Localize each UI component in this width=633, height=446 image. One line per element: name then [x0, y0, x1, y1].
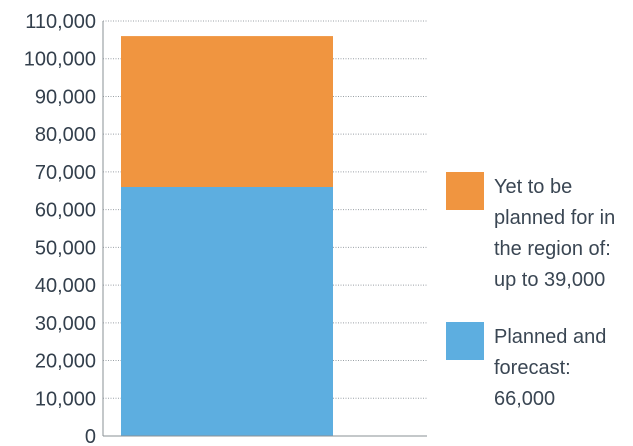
y-tick-label: 60,000	[35, 200, 96, 222]
y-tick-label: 100,000	[24, 49, 96, 71]
grid-lines	[103, 20, 427, 399]
bar-planned-and-forecast	[121, 187, 333, 436]
legend-label-yet-to-be-planned: Yet to be planned for in the region of: …	[494, 176, 616, 291]
legend-label-planned-and-forecast: Planned and forecast: 66,000	[494, 326, 607, 410]
y-tick-label: 20,000	[35, 351, 96, 373]
y-tick-label: 30,000	[35, 313, 96, 335]
y-tick-label: 10,000	[35, 388, 96, 410]
y-axis: 0 10,000 20,000 30,000 40,000 50,000 60,000 70,…	[24, 11, 427, 446]
legend-swatch-yet-to-be-planned	[446, 172, 484, 210]
bar-yet-to-be-planned	[121, 36, 333, 187]
y-tick-label: 70,000	[35, 162, 96, 184]
legend-swatch-planned-and-forecast	[446, 322, 484, 360]
y-tick-label: 110,000	[25, 11, 96, 33]
bar-stack	[121, 36, 333, 436]
y-tick-label: 50,000	[35, 237, 96, 259]
y-tick-label: 0	[85, 426, 96, 446]
y-tick-label: 90,000	[35, 86, 96, 108]
y-tick-label: 40,000	[35, 275, 96, 297]
y-tick-label: 80,000	[35, 124, 96, 146]
